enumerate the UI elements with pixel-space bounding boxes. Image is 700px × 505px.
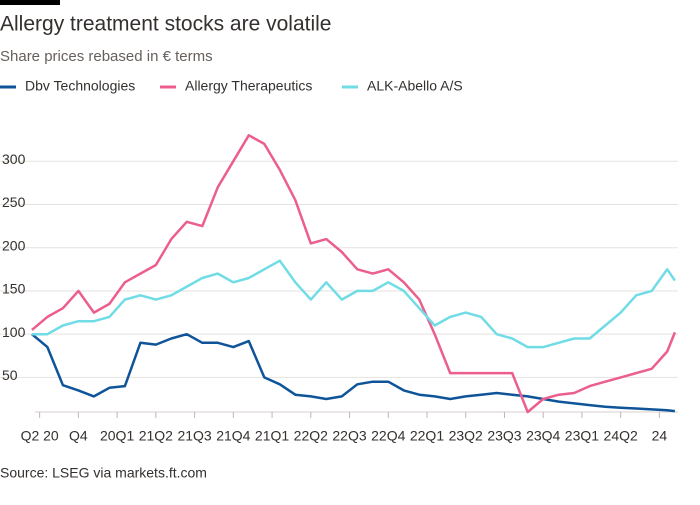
x-tick-label: 23Q3 bbox=[487, 428, 521, 444]
y-tick-label: 50 bbox=[2, 367, 18, 383]
x-tick-label: 24 bbox=[652, 428, 668, 444]
chart-title: Allergy treatment stocks are volatile bbox=[0, 13, 331, 36]
x-tick-label: 23Q2 bbox=[449, 428, 483, 444]
x-tick-label: 22Q3 bbox=[332, 428, 366, 444]
series-line bbox=[31, 259, 676, 349]
series-line bbox=[31, 134, 677, 414]
source: Source: LSEG via markets.ft.com bbox=[0, 465, 207, 481]
x-tick-label: 21Q4 bbox=[216, 428, 250, 444]
x-tick-label: 22Q4 bbox=[371, 428, 405, 444]
x-tick-label: 21Q3 bbox=[177, 428, 211, 444]
x-tick-label: 20Q1 bbox=[100, 428, 134, 444]
x-tick-label: Q2 20 bbox=[21, 428, 59, 444]
x-tick-label: 22Q1 bbox=[410, 428, 444, 444]
legend-label: Allergy Therapeutics bbox=[185, 78, 312, 94]
y-tick-label: 250 bbox=[2, 194, 26, 210]
legend-label: Dbv Technologies bbox=[25, 78, 135, 94]
x-tick-label: 23Q1 bbox=[565, 428, 599, 444]
x-tick-label: 21Q1 bbox=[255, 428, 289, 444]
legend-label: ALK-Abello A/S bbox=[367, 78, 463, 94]
x-tick-label: Q4 bbox=[69, 428, 88, 444]
chart-subtitle: Share prices rebased in € terms bbox=[0, 48, 213, 65]
x-tick-label: 24Q2 bbox=[604, 428, 638, 444]
y-tick-label: 300 bbox=[2, 151, 26, 167]
x-tick-label: 21Q2 bbox=[139, 428, 173, 444]
legend: Dbv Technologies Allergy Therapeutics ALK-… bbox=[0, 78, 463, 94]
y-tick-label: 200 bbox=[2, 237, 26, 253]
series-line bbox=[31, 332, 676, 413]
x-tick-label: 22Q2 bbox=[294, 428, 328, 444]
y-tick-label: 100 bbox=[2, 324, 26, 340]
brand-bar bbox=[0, 0, 60, 5]
y-tick-label: 150 bbox=[2, 281, 26, 297]
x-tick-label: 23Q4 bbox=[526, 428, 560, 444]
